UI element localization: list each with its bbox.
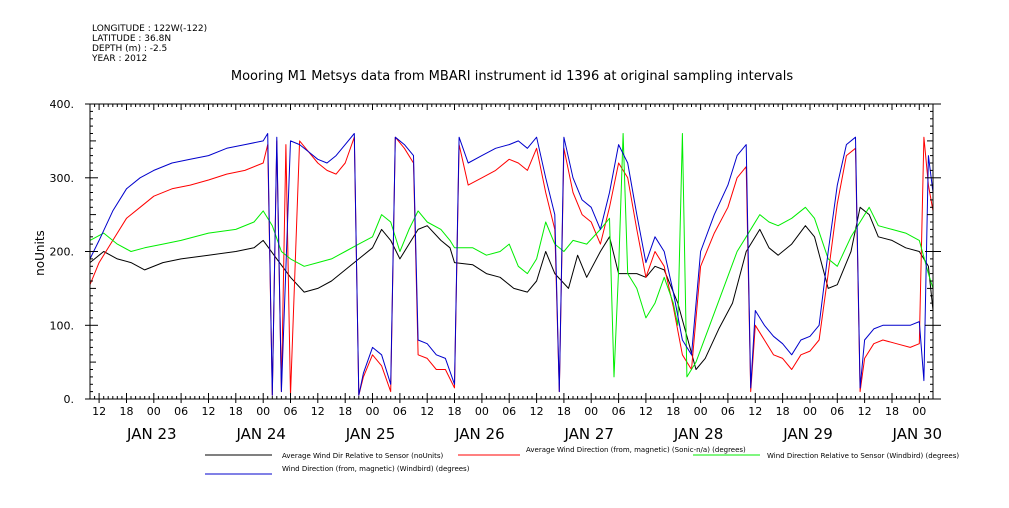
x-hour-tick-label: 00 [256,405,270,418]
x-hour-tick-label: 18 [338,405,352,418]
x-hour-tick-label: 18 [666,405,680,418]
meta-longitude: LONGITUDE : 122W(-122) [92,24,207,34]
x-hour-tick-label: 00 [694,405,708,418]
series-line-3 [89,133,934,378]
x-day-label: JAN 23 [126,425,177,443]
x-hour-tick-label: 06 [393,405,407,418]
x-hour-tick-label: 06 [174,405,188,418]
x-hour-tick-label: 12 [858,405,872,418]
x-hour-tick-label: 12 [748,405,762,418]
x-hour-tick-label: 18 [776,405,790,418]
x-hour-tick-label: 00 [584,405,598,418]
meta-year: YEAR : 2012 [91,54,147,64]
x-hour-tick-label: 12 [202,405,216,418]
x-hour-tick-label: 18 [557,405,571,418]
x-hour-tick-label: 06 [721,405,735,418]
y-tick-label: 200. [50,246,75,259]
plot-frame [89,103,934,400]
y-axis-label: noUnits [33,230,47,276]
x-hour-tick-label: 18 [448,405,462,418]
x-day-label: JAN 26 [454,425,505,443]
x-hour-tick-label: 18 [229,405,243,418]
y-tick-label: 400. [50,98,75,111]
chart-title: Mooring M1 Metsys data from MBARI instru… [231,69,793,84]
x-hour-tick-label: 06 [830,405,844,418]
x-hour-tick-label: 12 [311,405,325,418]
x-hour-tick-label: 12 [639,405,653,418]
x-day-label: JAN 25 [345,425,396,443]
axis-layer: 12 18 00 06 12 18 00 06 12 18 00 06 12 18 00 06 12 18 00 06… [50,98,943,443]
x-hour-tick-label: 18 [120,405,134,418]
x-hour-tick-label: 06 [502,405,516,418]
series-line-4 [89,133,934,396]
x-hour-tick-label: 12 [420,405,434,418]
x-hour-tick-label: 00 [475,405,489,418]
x-day-label: JAN 27 [563,425,614,443]
meta-depth: DEPTH (m) : -2.5 [92,44,167,54]
x-hour-tick-label: 12 [530,405,544,418]
x-day-label: JAN 29 [782,425,833,443]
x-hour-tick-label: 00 [147,405,161,418]
x-day-label: JAN 30 [892,425,943,443]
meta-latitude: LATITUDE : 36.8N [92,34,171,44]
x-hour-tick-label: 12 [92,405,106,418]
legend-label-1: Average Wind Dir Relative to Sensor (noU… [282,452,443,460]
y-tick-label: 100. [50,319,75,332]
legend-label-4: Wind Direction (from, magnetic) (Windbir… [282,465,470,473]
x-hour-tick-label: 06 [284,405,298,418]
x-hour-tick-label: 00 [912,405,926,418]
x-hour-tick-label: 18 [885,405,899,418]
y-tick-label: 0. [64,393,75,406]
x-day-label: JAN 24 [235,425,286,443]
y-tick-label: 300. [50,172,75,185]
series-line-2 [89,136,934,396]
legend: Average Wind Dir Relative to Sensor (noU… [205,446,959,475]
legend-label-3: Wind Direction Relative to Sensor (Windb… [767,452,959,460]
series-layer [89,133,934,396]
x-hour-tick-label: 00 [366,405,380,418]
x-day-label: JAN 28 [673,425,724,443]
legend-label-2: Average Wind Direction (from, magnetic) … [526,446,746,454]
x-hour-tick-label: 06 [612,405,626,418]
x-hour-tick-label: 00 [803,405,817,418]
